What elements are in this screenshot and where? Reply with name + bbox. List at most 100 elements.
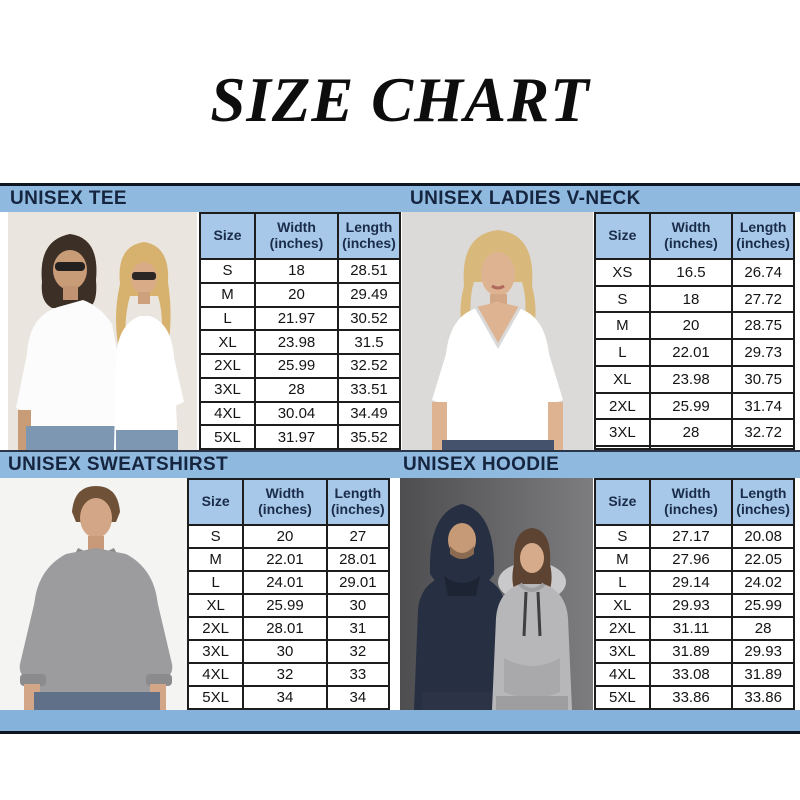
size-row: 5XL 31.97 35.52 [199, 424, 401, 450]
size-cell: 25.99 [731, 593, 795, 618]
size-cell: 20 [242, 524, 328, 549]
size-row: 2XL 31.11 28 [594, 616, 795, 641]
size-cell: 31.5 [337, 329, 401, 355]
size-cell: 16.5 [648, 258, 734, 287]
section-header-ladies-v-neck: UNISEX LADIES V-NECK [410, 188, 641, 209]
size-cell: 29.01 [325, 570, 391, 595]
size-row: L 22.01 29.73 [594, 338, 795, 367]
size-cell: 29.93 [648, 593, 734, 618]
size-cell: L [186, 570, 245, 595]
size-cell: 32.72 [731, 418, 795, 448]
size-cell: 27.72 [731, 284, 795, 314]
woman-in-white-v-neck-illustration [402, 212, 593, 450]
size-cell: 27.96 [648, 547, 734, 572]
size-cell: 30.52 [337, 305, 401, 332]
size-cell: 3XL [594, 639, 651, 664]
size-cell: 20 [648, 311, 734, 341]
size-cell: 28 [648, 418, 734, 448]
size-cell: 25.99 [648, 391, 734, 421]
size-cell: 28 [254, 376, 339, 403]
size-row: M 22.01 28.01 [186, 547, 391, 572]
size-cell: XL [594, 593, 651, 618]
size-cell [648, 445, 734, 450]
size-row: XL 25.99 30 [186, 593, 391, 618]
size-cell: 28.75 [731, 311, 795, 341]
size-cell: 20.08 [731, 524, 795, 549]
section-header-unisex-tee: UNISEX TEE [10, 188, 127, 209]
size-cell: 3XL [199, 376, 256, 403]
size-row: 2XL 25.99 32.52 [199, 353, 401, 379]
section-banner-row2: UNISEX SWEATSHIRST UNISEX HOODIE [0, 450, 800, 478]
size-cell: 34 [325, 685, 391, 710]
size-row: 3XL 28 33.51 [199, 376, 401, 403]
size-cell: 2XL [594, 391, 651, 421]
size-cell: 30.04 [254, 400, 339, 427]
size-cell: 33 [325, 662, 391, 687]
size-cell: M [186, 547, 245, 572]
column-header-size: Size [594, 212, 651, 260]
size-row: 2XL 28.01 31 [186, 616, 391, 641]
column-header-size: Size [186, 478, 245, 526]
size-row: 3XL 30 32 [186, 639, 391, 664]
size-cell: 27 [325, 524, 391, 549]
size-row: M 20 29.49 [199, 281, 401, 308]
size-row: XL 23.98 31.5 [199, 329, 401, 355]
size-cell: 32 [242, 662, 328, 687]
size-cell [731, 445, 795, 450]
size-cell: 28.51 [337, 258, 401, 284]
bottom-banner [0, 710, 800, 734]
size-cell: 5XL [594, 685, 651, 710]
size-cell: 35.52 [337, 424, 401, 450]
size-cell: 28.01 [325, 547, 391, 572]
size-cell: XL [594, 364, 651, 394]
size-cell: 32.52 [337, 353, 401, 379]
size-row: 3XL 31.89 29.93 [594, 639, 795, 664]
hoodie-photo [400, 478, 593, 710]
size-cell: 33.86 [648, 685, 734, 710]
size-cell: 5XL [199, 424, 256, 450]
size-cell: 28 [731, 616, 795, 641]
page-title: SIZE CHART [210, 65, 590, 135]
size-cell: 30 [325, 593, 391, 618]
size-cell: 4XL [594, 662, 651, 687]
size-row: 5XL 34 34 [186, 685, 391, 710]
size-cell: S [186, 524, 245, 549]
column-header-length: Length (inches) [731, 212, 795, 260]
size-cell: 21.97 [254, 305, 339, 332]
size-cell: 2XL [199, 353, 256, 379]
size-cell: 31.89 [648, 639, 734, 664]
v-neck-size-table: Size Width (inches) Length (inches) XS 16… [594, 212, 795, 450]
size-cell: 26.74 [731, 258, 795, 287]
size-cell: 30 [242, 639, 328, 664]
size-row: S 18 27.72 [594, 284, 795, 314]
size-cell: 31 [325, 616, 391, 641]
size-cell: 23.98 [648, 364, 734, 394]
size-cell: S [594, 284, 651, 314]
size-cell: 27.17 [648, 524, 734, 549]
size-row: 4XL 33.08 31.89 [594, 662, 795, 687]
size-cell: 31.11 [648, 616, 734, 641]
size-cell: S [594, 524, 651, 549]
size-cell: 22.05 [731, 547, 795, 572]
size-cell: 30.75 [731, 364, 795, 394]
hoodie-size-table: Size Width (inches) Length (inches) S 27.… [594, 478, 795, 710]
size-cell: 3XL [186, 639, 245, 664]
man-in-gray-sweatshirt-illustration [0, 478, 187, 710]
size-row: XL 29.93 25.99 [594, 593, 795, 618]
size-cell: XL [186, 593, 245, 618]
column-header-length: Length (inches) [325, 478, 391, 526]
size-cell: 4XL [199, 400, 256, 427]
size-row: L 24.01 29.01 [186, 570, 391, 595]
size-cell: 31.89 [731, 662, 795, 687]
size-row: S 27.17 20.08 [594, 524, 795, 549]
size-row: 4XL 32 33 [186, 662, 391, 687]
sweatshirt-photo [0, 478, 187, 710]
size-cell: 2XL [186, 616, 245, 641]
v-neck-photo [402, 212, 593, 450]
size-row: 2XL 25.99 31.74 [594, 391, 795, 421]
size-cell: 2XL [594, 616, 651, 641]
size-cell: 18 [254, 258, 339, 284]
size-cell: 28.01 [242, 616, 328, 641]
size-row: S 18 28.51 [199, 258, 401, 284]
